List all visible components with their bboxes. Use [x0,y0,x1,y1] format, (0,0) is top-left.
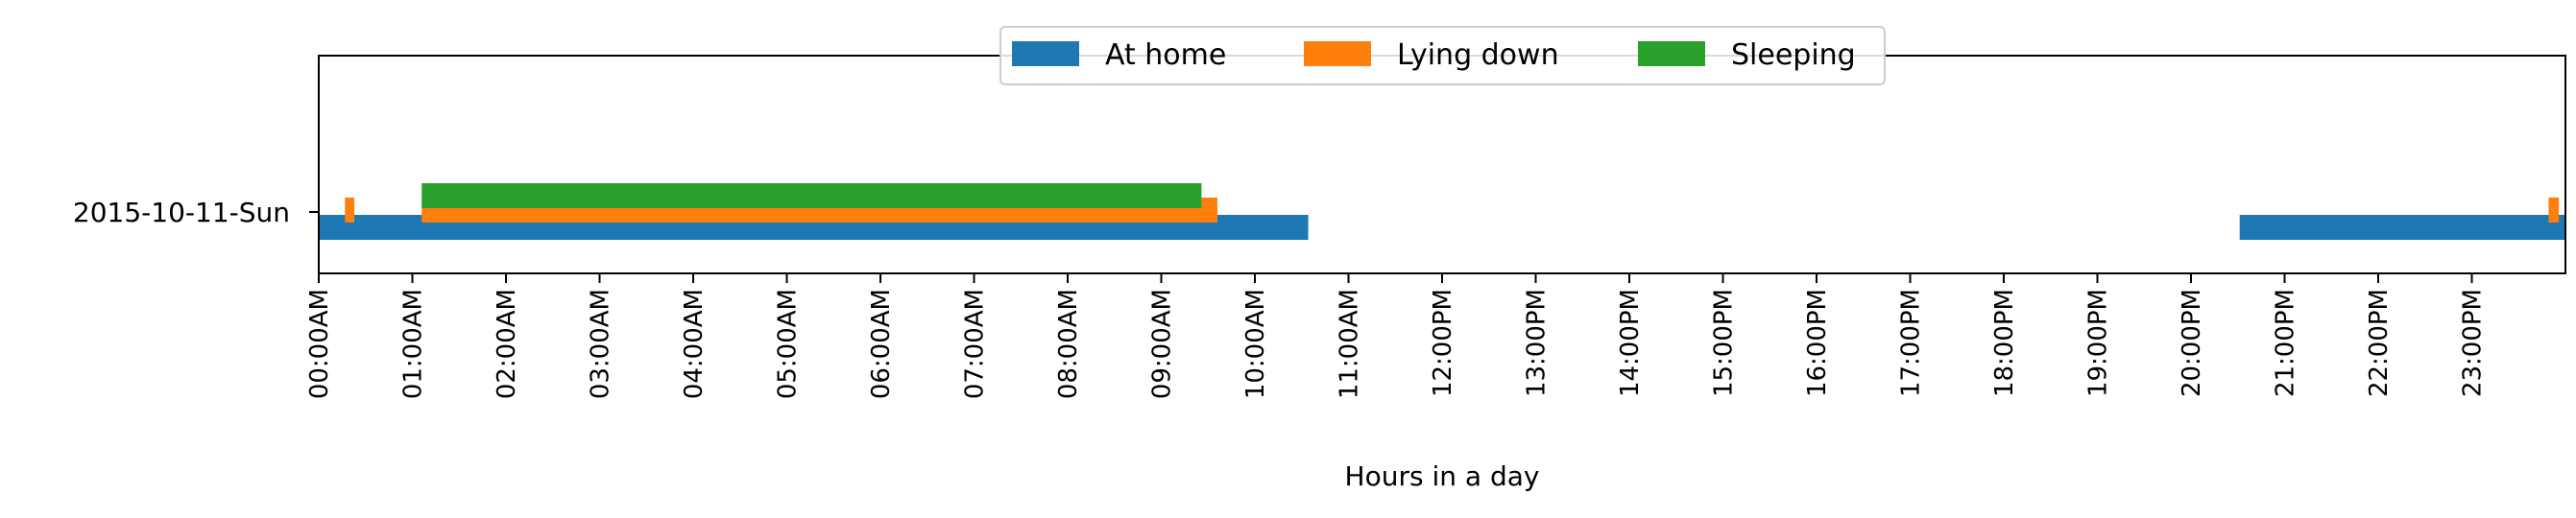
x-tick-label: 22:00PM [2365,289,2394,397]
y-category-label: 2015-10-11-Sun [73,197,290,228]
x-axis: 00:00AM 01:00AM 02:00AM 03:00AM 04:00AM 05:00… [305,273,2488,399]
x-tick-label: 09:00AM [1148,289,1177,399]
y-axis: 2015-10-11-Sun [73,197,319,228]
x-tick-label: 02:00AM [493,289,521,399]
legend-label-lying-down: Lying down [1397,38,1559,72]
x-tick-label: 12:00PM [1429,289,1457,397]
x-tick-label: 14:00PM [1616,289,1645,397]
legend-swatch-at-home [1012,41,1079,66]
bar-lying-down-2 [2548,198,2560,223]
x-tick-label: 00:00AM [305,289,334,399]
x-tick-label: 21:00PM [2272,289,2300,397]
legend-label-at-home: At home [1105,38,1226,72]
x-tick-label: 08:00AM [1054,289,1083,399]
x-tick-label: 01:00AM [399,289,428,399]
x-tick-label: 07:00AM [961,289,990,399]
x-tick-label: 06:00AM [867,289,896,399]
x-tick-label: 16:00PM [1803,289,1832,397]
plot-frame [318,55,2566,274]
x-tick-label: 13:00PM [1523,289,1552,397]
x-tick-label: 19:00PM [2084,289,2113,397]
bar-at-home-1 [2239,215,2565,240]
x-tick-label: 17:00PM [1897,289,1926,397]
legend-swatch-sleeping [1638,41,1705,66]
x-tick-label: 11:00AM [1336,289,1364,399]
legend: At home Lying down Sleeping [999,26,1886,85]
x-tick-label: 04:00AM [680,289,709,399]
legend-swatch-lying-down [1304,41,1371,66]
x-tick-label: 20:00PM [2178,289,2206,397]
bar-sleeping-0 [421,183,1202,208]
legend-label-sleeping: Sleeping [1731,38,1856,72]
bar-lying-down-0 [345,198,355,223]
x-tick-label: 18:00PM [1990,289,2019,397]
x-tick-label: 10:00AM [1241,289,1270,399]
x-tick-label: 23:00PM [2459,289,2488,397]
x-axis-label: Hours in a day [1345,460,1540,492]
x-tick-label: 15:00PM [1710,289,1739,397]
x-tick-label: 05:00AM [774,289,803,399]
bars-layer [319,183,2565,240]
x-tick-label: 03:00AM [587,289,615,399]
